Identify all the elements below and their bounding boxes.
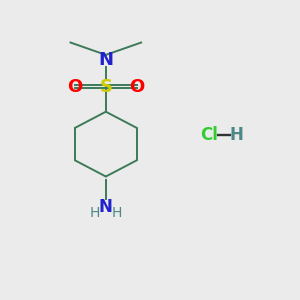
Text: O: O	[67, 78, 83, 96]
Text: O: O	[129, 78, 144, 96]
Text: H: H	[112, 206, 122, 220]
Text: H: H	[230, 126, 244, 144]
Text: N: N	[98, 51, 113, 69]
Text: Cl: Cl	[200, 126, 218, 144]
Text: S: S	[99, 78, 112, 96]
Text: N: N	[99, 198, 113, 216]
Text: H: H	[89, 206, 100, 220]
